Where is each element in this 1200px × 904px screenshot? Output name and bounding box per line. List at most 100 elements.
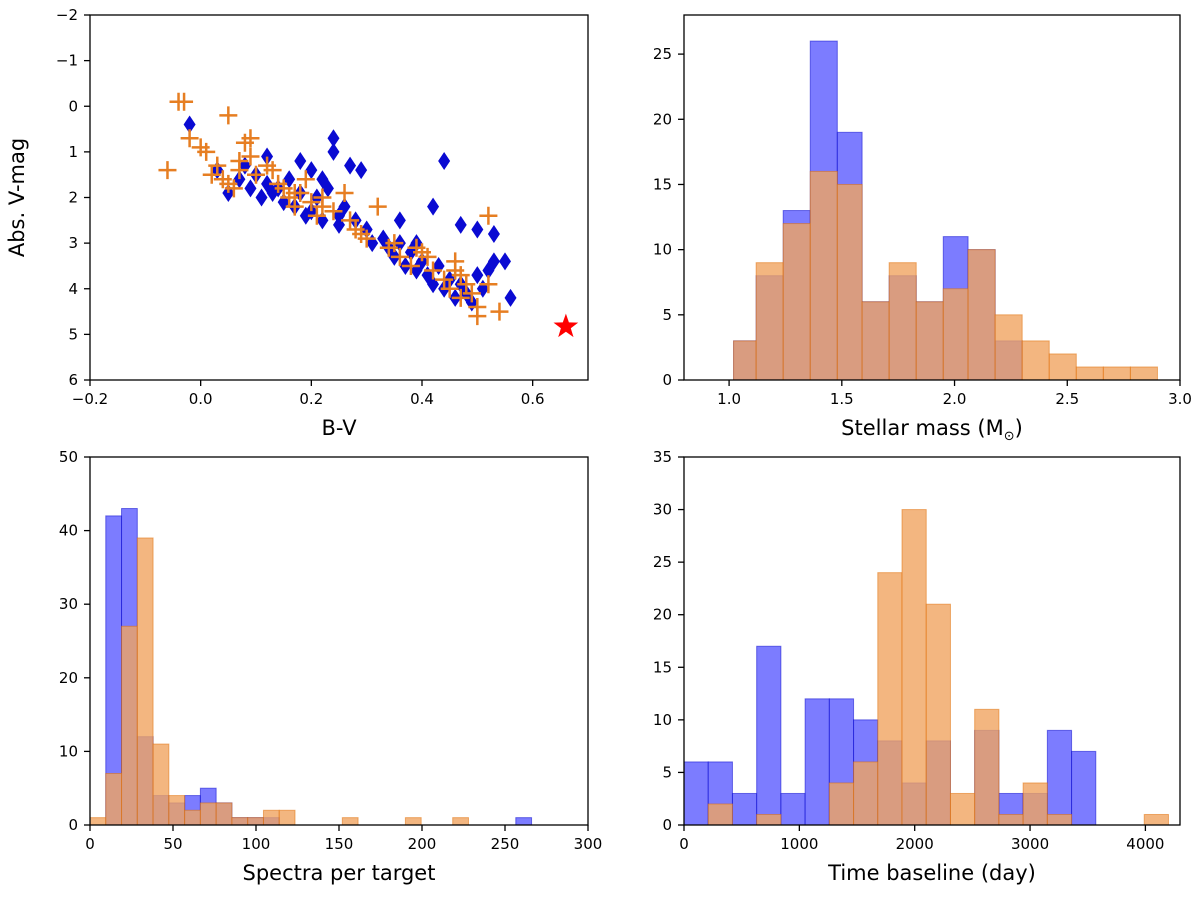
diamond-point [316, 170, 329, 189]
plus-point [352, 225, 371, 243]
plus-point [219, 174, 238, 193]
y-tick-label: −2 [56, 6, 78, 24]
histogram-bar [755, 262, 784, 381]
x-tick-label: 0.2 [299, 390, 323, 408]
diamond-point [294, 152, 307, 170]
histogram-bar [1129, 366, 1158, 381]
diamond-point [487, 225, 500, 243]
x-axis-label: Spectra per target [243, 861, 436, 885]
plus-point [274, 179, 293, 198]
y-tick-label: 40 [59, 522, 78, 540]
histogram-bar [247, 817, 264, 826]
histogram-bar [1022, 782, 1048, 826]
y-tick-label: 25 [653, 45, 672, 63]
plus-point [180, 129, 199, 148]
histogram-bar [1075, 366, 1104, 381]
diamond-point [471, 266, 484, 285]
diamond-point [327, 129, 340, 148]
histogram-bar [949, 792, 976, 826]
y-axis-label: Abs. V-mag [5, 138, 29, 257]
plus-point [247, 165, 265, 184]
plus-point [202, 165, 221, 184]
y-tick-label: 0 [68, 816, 78, 834]
histogram-bar [199, 802, 217, 826]
y-tick-label: 30 [653, 501, 672, 519]
y-tick-label: 6 [68, 371, 78, 389]
x-tick-label: 2.5 [1055, 390, 1079, 408]
x-tick-label: 200 [408, 835, 437, 853]
x-axis-label-suffix: ) [1015, 416, 1023, 440]
plus-point [462, 284, 481, 303]
histogram-bar [341, 817, 359, 826]
y-tick-label: 5 [662, 306, 672, 324]
y-tick-label: 20 [653, 110, 672, 128]
plus-point [324, 202, 343, 221]
plus-point [385, 234, 404, 253]
histogram-bar [683, 761, 709, 826]
histogram-bar [278, 809, 296, 826]
histogram-bar [809, 170, 838, 381]
y-tick-label: 35 [653, 448, 672, 466]
histogram-bar [1021, 340, 1050, 381]
y-tick-label: 0 [662, 371, 672, 389]
plus-point [435, 270, 454, 289]
histogram-bar [515, 817, 533, 826]
histogram-bar [1143, 813, 1169, 826]
histogram-bar [231, 817, 249, 826]
x-tick-label: 3000 [1011, 835, 1049, 853]
diamond-point [499, 252, 511, 271]
diamond-point [393, 211, 406, 230]
plus-point [302, 193, 321, 212]
diamond-point [471, 220, 484, 239]
histogram-bar [404, 817, 422, 826]
histogram-bar [967, 249, 996, 381]
y-tick-label: 4 [68, 280, 78, 298]
plus-point [468, 298, 487, 316]
plus-point [479, 206, 498, 225]
x-tick-label: 0.4 [410, 390, 434, 408]
plot-frame [683, 14, 1181, 381]
histogram-bar [901, 509, 927, 826]
histogram-bar [756, 813, 782, 826]
plus-point [263, 161, 282, 180]
sun-star-point [553, 313, 579, 338]
plus-point [479, 275, 498, 294]
plus-point [241, 147, 260, 166]
histogram-bar [731, 792, 758, 826]
plus-point [446, 261, 465, 280]
histogram-bar [1102, 366, 1131, 381]
plot-frame [683, 456, 1181, 826]
x-tick-label: 0.0 [189, 390, 213, 408]
y-tick-label: 20 [653, 606, 672, 624]
x-tick-label: 0 [85, 835, 95, 853]
y-tick-label: 10 [653, 711, 672, 729]
y-tick-label: 25 [653, 553, 672, 571]
x-axis-label: Stellar mass (M⊙) [841, 416, 1023, 444]
plus-point [401, 256, 420, 275]
x-axis-label-text: Stellar mass (M [841, 416, 1004, 440]
diamond-point [344, 156, 357, 175]
spectra-panel: 0 50 100 150 200 250 300 0 10 20 30 40 50 Spectra per… [59, 448, 602, 885]
histogram-bar [168, 795, 186, 826]
histogram-bar [828, 782, 855, 826]
mass-panel: 1.0 1.5 2.0 2.5 3.0 0 5 10 15 20 25 Stellar mass (M… [653, 14, 1192, 444]
x-tick-label: 250 [491, 835, 520, 853]
histogram-bar [974, 708, 1000, 826]
x-tick-label: 2000 [896, 835, 934, 853]
plot-frame [89, 14, 589, 381]
histogram-bar [780, 792, 806, 826]
histogram-bar [888, 262, 917, 381]
x-tick-label: 4000 [1126, 835, 1164, 853]
plus-point [313, 197, 332, 216]
y-tick-label: 10 [653, 241, 672, 259]
x-tick-label: 150 [325, 835, 354, 853]
histogram-bar [136, 537, 154, 826]
histogram-bar [915, 301, 944, 381]
diamond-point [487, 252, 500, 271]
histogram-bar [105, 772, 123, 826]
histogram-bar [1046, 729, 1073, 826]
x-tick-label: 2.0 [943, 390, 967, 408]
histogram-bar [861, 301, 890, 381]
x-tick-label: −0.2 [72, 390, 108, 408]
